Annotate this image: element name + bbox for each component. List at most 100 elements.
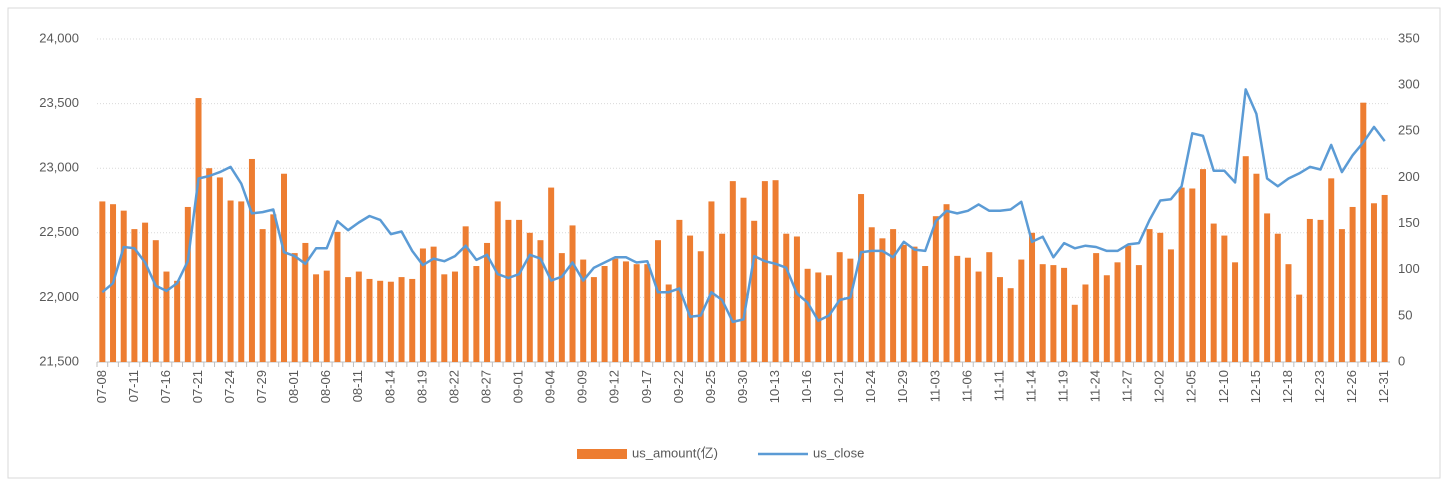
x-tick-label: 11-24 <box>1088 370 1103 402</box>
bar <box>1082 284 1089 362</box>
bar <box>740 197 747 362</box>
bar <box>815 272 822 362</box>
y2-tick-label: 200 <box>1398 169 1420 184</box>
bar <box>836 252 843 362</box>
line <box>101 88 1386 324</box>
x-tick-label: 09-01 <box>511 370 526 403</box>
x-tick-label: 09-22 <box>671 370 686 403</box>
bar <box>323 270 330 362</box>
x-tick-label: 07-11 <box>126 370 141 402</box>
x-tick-label: 12-23 <box>1312 370 1327 403</box>
y-tick-label: 21,500 <box>39 353 79 368</box>
bar <box>847 258 854 362</box>
bar <box>558 253 565 362</box>
bar <box>227 200 234 362</box>
bar <box>174 280 181 362</box>
bar <box>526 232 533 362</box>
bar <box>184 206 191 362</box>
bar <box>152 240 159 362</box>
bar <box>922 266 929 362</box>
x-tick-label: 10-16 <box>799 370 814 403</box>
bar <box>1167 249 1174 362</box>
bar <box>1264 213 1271 362</box>
bar <box>355 271 362 362</box>
x-tick-label: 10-21 <box>831 370 846 403</box>
bar <box>900 244 907 362</box>
x-tick-label: 12-18 <box>1280 370 1295 403</box>
bar <box>473 266 480 362</box>
bar <box>345 277 352 362</box>
bar <box>1370 203 1377 362</box>
x-tick-label: 09-17 <box>639 370 654 403</box>
x-tick-label: 08-22 <box>446 370 461 403</box>
bar <box>708 201 715 362</box>
legend-swatch <box>577 449 627 459</box>
bar <box>195 98 202 362</box>
bar <box>505 219 512 362</box>
bar <box>430 246 437 362</box>
bar <box>548 187 555 362</box>
bar <box>911 246 918 362</box>
bar <box>719 233 726 362</box>
bar <box>537 240 544 362</box>
bar <box>377 280 384 362</box>
bar <box>1039 264 1046 362</box>
bar <box>772 180 779 362</box>
bar <box>879 238 886 362</box>
x-tick-label: 08-01 <box>286 370 301 403</box>
bar <box>1349 206 1356 362</box>
bar <box>590 277 597 362</box>
x-tick-label: 07-08 <box>94 370 109 403</box>
bar <box>216 177 223 362</box>
bar <box>248 158 255 362</box>
bar <box>825 275 832 362</box>
x-tick-label: 11-27 <box>1120 370 1135 402</box>
bar <box>697 251 704 362</box>
bar <box>1232 262 1239 362</box>
bar <box>484 242 491 362</box>
legend-label: us_amount(亿) <box>632 445 718 460</box>
bar <box>943 204 950 362</box>
bar <box>932 216 939 362</box>
bar <box>665 284 672 362</box>
bar <box>334 231 341 362</box>
y2-tick-label: 150 <box>1398 215 1420 230</box>
x-tick-label: 08-06 <box>318 370 333 403</box>
y-tick-label: 23,000 <box>39 160 79 175</box>
x-tick-label: 10-13 <box>767 370 782 403</box>
bar <box>313 274 320 362</box>
bar <box>281 173 288 362</box>
bar <box>954 255 961 362</box>
x-tick-label: 09-30 <box>735 370 750 403</box>
y-tick-label: 22,500 <box>39 224 79 239</box>
bar <box>1157 232 1164 362</box>
bar <box>1103 275 1110 362</box>
bar <box>964 257 971 362</box>
bar <box>1199 169 1206 362</box>
x-tick-label: 11-03 <box>927 370 942 402</box>
bar <box>142 222 149 362</box>
bar <box>302 242 309 362</box>
bar <box>1296 294 1303 362</box>
bar <box>259 229 266 362</box>
x-tick-label: 07-29 <box>254 370 269 403</box>
x-tick-label: 07-21 <box>190 370 205 403</box>
bar <box>120 210 127 362</box>
bar <box>644 264 651 362</box>
y2-tick-label: 250 <box>1398 123 1420 138</box>
bar <box>1146 229 1153 362</box>
bar <box>462 226 469 362</box>
bar <box>858 194 865 362</box>
y2-tick-label: 100 <box>1398 261 1420 276</box>
x-tick-label: 09-09 <box>575 370 590 403</box>
bar <box>1306 218 1313 362</box>
x-tick-label: 11-14 <box>1023 370 1038 402</box>
x-tick-label: 09-04 <box>543 370 558 403</box>
bar <box>1050 265 1057 362</box>
bar <box>366 278 373 362</box>
bar <box>612 258 619 362</box>
x-tick-label: 12-15 <box>1248 370 1263 403</box>
x-tick-label: 09-25 <box>703 370 718 403</box>
